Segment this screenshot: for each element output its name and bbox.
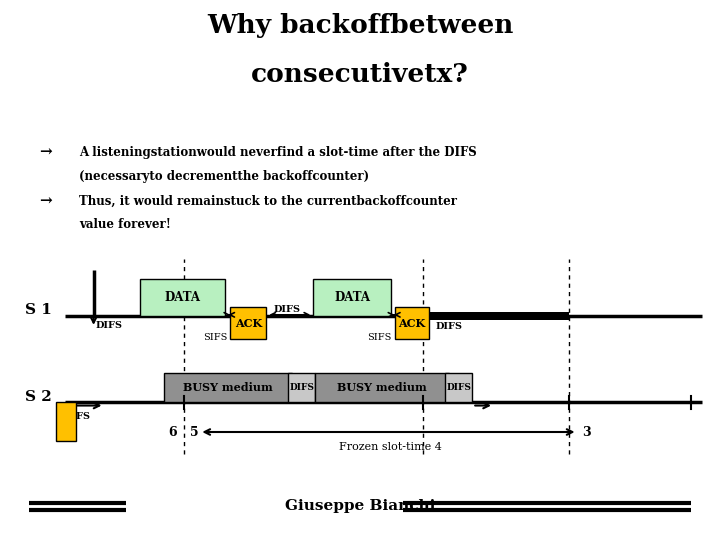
Text: DIFS: DIFS (436, 322, 462, 332)
Text: ACK: ACK (398, 318, 426, 329)
Text: Why backoffbetween: Why backoffbetween (207, 14, 513, 38)
Text: BUSY medium: BUSY medium (184, 382, 273, 393)
Text: →: → (40, 194, 53, 208)
Text: consecutivetx?: consecutivetx? (251, 62, 469, 87)
FancyBboxPatch shape (429, 312, 569, 320)
Text: 6: 6 (168, 426, 177, 438)
Text: DIFS: DIFS (63, 412, 91, 421)
FancyBboxPatch shape (140, 279, 225, 316)
FancyBboxPatch shape (230, 307, 266, 339)
Text: value forever!: value forever! (79, 218, 171, 231)
Text: Thus, it would remainstuck to the currentbackoffcounter: Thus, it would remainstuck to the curren… (79, 194, 457, 207)
Text: →: → (40, 146, 53, 160)
Text: DIFS: DIFS (289, 383, 314, 392)
Text: SIFS: SIFS (367, 333, 392, 342)
FancyBboxPatch shape (445, 373, 472, 402)
FancyBboxPatch shape (56, 402, 76, 441)
Text: (necessaryto decrementthe backoffcounter): (necessaryto decrementthe backoffcounter… (79, 170, 369, 183)
Text: DATA: DATA (165, 291, 201, 304)
FancyBboxPatch shape (313, 279, 391, 316)
Text: DIFS: DIFS (274, 305, 301, 314)
Text: Frozen slot-time 4: Frozen slot-time 4 (339, 442, 442, 452)
FancyBboxPatch shape (315, 373, 449, 402)
FancyBboxPatch shape (164, 373, 292, 402)
Text: DIFS: DIFS (96, 321, 122, 330)
Text: 3: 3 (582, 426, 591, 438)
Text: S 2: S 2 (25, 390, 52, 404)
FancyBboxPatch shape (288, 373, 315, 402)
Text: SIFS: SIFS (203, 333, 228, 342)
Text: BUSY medium: BUSY medium (337, 382, 427, 393)
FancyBboxPatch shape (395, 307, 429, 339)
Text: 5: 5 (190, 426, 199, 438)
Text: Giuseppe Bianchi: Giuseppe Bianchi (285, 499, 435, 513)
Text: ACK: ACK (235, 318, 262, 329)
Text: DATA: DATA (334, 291, 370, 304)
Text: A listeningstationwould neverfind a slot-time after the DIFS: A listeningstationwould neverfind a slot… (79, 146, 477, 159)
Text: S 1: S 1 (25, 303, 52, 318)
Text: DIFS: DIFS (446, 383, 471, 392)
